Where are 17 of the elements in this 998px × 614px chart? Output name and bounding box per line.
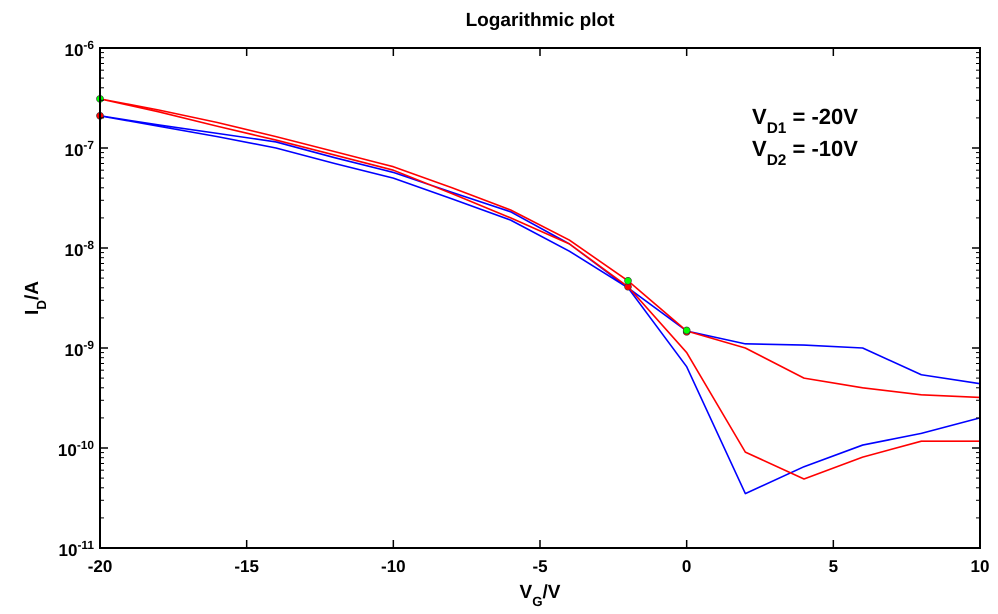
y-tick-label: 10$^{-7}$ xyxy=(64,138,94,160)
y-tick-label: 10$^{-6}$ xyxy=(64,38,94,60)
y-tick-label: 10$^{-8}$ xyxy=(64,238,94,260)
annotation: V$_{D2}$ = -10V xyxy=(752,136,858,168)
x-tick-label: -15 xyxy=(234,557,259,576)
annotation: V$_{D1}$ = -20V xyxy=(752,104,858,136)
x-axis-title: V$_{G}$/V xyxy=(520,582,561,608)
x-tick-label: 0 xyxy=(682,557,692,576)
chart-title: Logarithmic plot xyxy=(466,10,616,31)
y-tick-label: 10$^{-9}$ xyxy=(64,338,94,360)
y-tick-label: 10$^{-10}$ xyxy=(58,438,94,460)
x-tick-label: -10 xyxy=(381,557,406,576)
x-tick-label: -5 xyxy=(532,557,548,576)
x-tick-label: 10 xyxy=(970,557,990,576)
y-tick-label: 10$^{-11}$ xyxy=(58,538,94,560)
x-tick-label: -20 xyxy=(88,557,112,576)
x-tick-label: 5 xyxy=(828,557,838,576)
